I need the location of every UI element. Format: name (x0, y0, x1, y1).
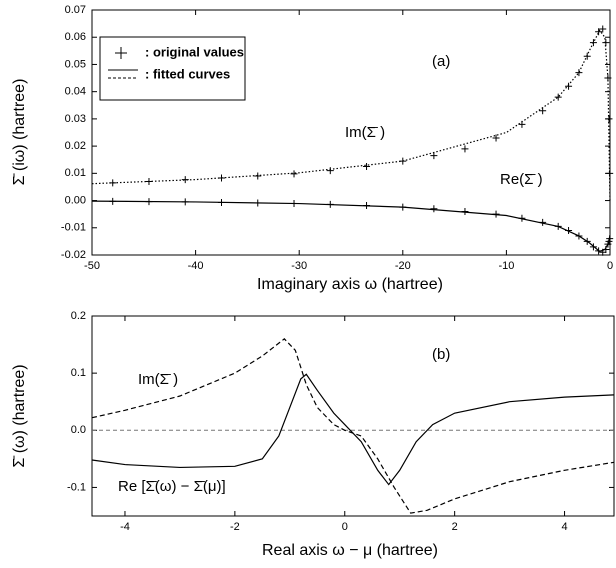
curve-label: Re [Σ̄(ω) − Σ̄(μ)] (118, 478, 226, 495)
data-point (602, 39, 610, 47)
panel-label: (b) (432, 346, 450, 363)
x-tick-label: -10 (498, 260, 514, 272)
x-tick-label: -40 (188, 260, 204, 272)
plot-frame (91, 315, 615, 517)
data-point (363, 163, 371, 171)
data-point (565, 82, 573, 90)
y-tick-label: 0.03 (65, 113, 86, 125)
y-axis-title: Σ̄ (iω) (hartree) (11, 79, 28, 186)
x-axis-title: Real axis ω − μ (hartree) (262, 542, 438, 559)
data-point (461, 145, 469, 153)
data-point (554, 93, 562, 101)
data-point (599, 25, 607, 33)
x-tick-label: -2 (230, 521, 240, 533)
y-tick-label: -0.1 (67, 481, 86, 493)
y-tick-label: 0.02 (65, 140, 86, 152)
plot-frame (91, 9, 611, 256)
data-point (326, 167, 334, 175)
y-tick-label: -0.01 (61, 222, 86, 234)
y-tick-label: 0.07 (65, 4, 86, 16)
legend-box (99, 36, 246, 101)
data-point (595, 28, 603, 36)
data-point (430, 152, 438, 160)
y-tick-label: 0.01 (65, 167, 86, 179)
curve-label: Im(Σ̄ ) (138, 371, 178, 388)
curve-label: Im(Σ̄ ) (345, 124, 385, 141)
legend-label: : fitted curves (145, 66, 230, 81)
x-axis-title: Imaginary axis ω (hartree) (257, 276, 443, 293)
legend-marker (115, 47, 127, 59)
y-tick-label: 0.1 (71, 367, 86, 379)
y-tick-label: 0.05 (65, 58, 86, 70)
data-line (91, 29, 611, 201)
x-tick-label: -50 (84, 260, 100, 272)
y-tick-label: 0.0 (71, 424, 86, 436)
data-line (91, 373, 615, 486)
panel-label: (a) (432, 53, 450, 70)
legend-label: : original values (145, 44, 244, 59)
data-line (91, 338, 615, 514)
data-point (492, 134, 500, 142)
data-point (430, 205, 438, 213)
y-tick-label: -0.02 (61, 249, 86, 261)
x-tick-label: 0 (342, 521, 348, 533)
y-axis-title: Σ̄ (ω) (hartree) (11, 364, 28, 467)
x-tick-label: 4 (561, 521, 567, 533)
y-tick-label: 0.04 (65, 86, 86, 98)
data-line (91, 200, 611, 253)
curve-label: Re(Σ̄ ) (500, 171, 543, 188)
data-point (575, 69, 583, 77)
x-tick-label: 2 (452, 521, 458, 533)
y-tick-label: 0.2 (71, 310, 86, 322)
y-tick-label: 0.00 (65, 194, 86, 206)
x-tick-label: -4 (120, 521, 130, 533)
y-tick-label: 0.06 (65, 31, 86, 43)
x-tick-label: -20 (395, 260, 411, 272)
x-tick-label: 0 (607, 260, 613, 272)
x-tick-label: -30 (291, 260, 307, 272)
